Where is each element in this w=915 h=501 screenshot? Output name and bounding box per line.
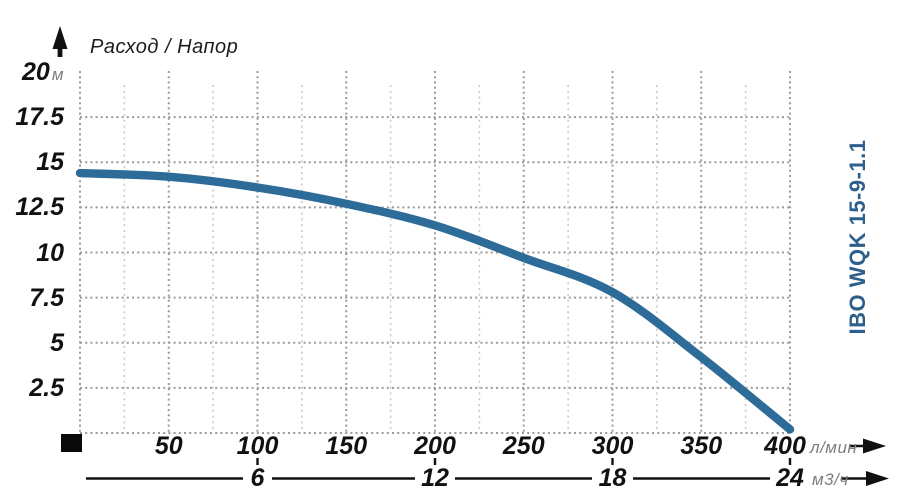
- x-tick-label: 300: [591, 432, 634, 460]
- grid-lines: [79, 71, 791, 434]
- x2-axis-arrow-icon: [842, 471, 889, 486]
- x-axis-arrow-icon: [849, 438, 886, 454]
- x2-tick-label: 6: [250, 464, 265, 492]
- x-tick-label: 50: [154, 432, 183, 460]
- y-tick-label: 12.5: [15, 193, 64, 222]
- origin-marker: [61, 434, 82, 452]
- x2-tick-mark: [433, 458, 437, 465]
- x-tick-label: 250: [502, 432, 545, 460]
- x2-tick-mark: [788, 458, 792, 465]
- secondary-axis-lines: [86, 458, 792, 480]
- x2-tick-mark: [256, 458, 259, 465]
- pump-model-label: IBO WQK 15-9-1.1: [845, 139, 870, 335]
- x2-tick-label: 24: [776, 464, 804, 492]
- x2-axis-unit-label: м3/ч: [812, 470, 849, 489]
- x-axis-unit-label: л/мин: [810, 438, 858, 457]
- y-tick-label: 15: [36, 148, 64, 177]
- chart-title: Расход / Напор: [90, 36, 239, 58]
- pump-curve-path: [75, 168, 795, 434]
- x-tick-label: 400: [764, 432, 806, 460]
- y-axis-arrow-icon: [52, 26, 68, 57]
- y-axis-unit-label: м: [51, 65, 64, 84]
- y-tick-label: 7.5: [29, 283, 64, 312]
- y-tick-label: 5: [50, 328, 64, 357]
- pump-curve: [75, 168, 795, 434]
- x-tick-label: 100: [236, 432, 279, 460]
- y-tick-label: 10: [36, 238, 64, 267]
- x-tick-label: 150: [325, 432, 368, 460]
- x2-tick-label: 12: [421, 464, 449, 492]
- x2-tick-label: 18: [598, 464, 627, 492]
- x2-tick-mark: [611, 458, 614, 465]
- y-tick-label: 2.5: [29, 373, 64, 402]
- y-tick-label: 17.5: [15, 103, 64, 132]
- y-tick-label: 20 м: [22, 58, 64, 86]
- x-tick-label: 200: [414, 432, 456, 460]
- x-tick-label: 350: [680, 432, 723, 460]
